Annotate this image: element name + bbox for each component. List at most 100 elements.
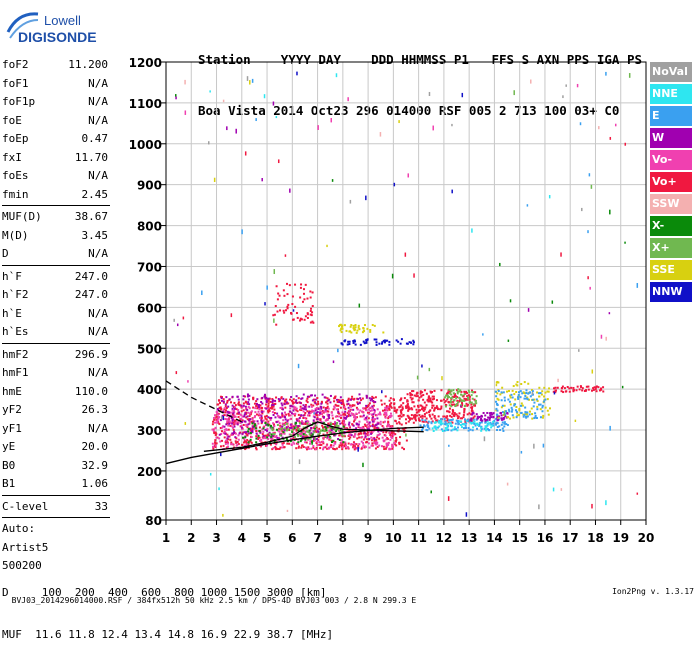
echo-point: [241, 406, 244, 409]
echo-point: [238, 403, 241, 406]
echo-point: [415, 395, 418, 398]
echo-point: [247, 411, 250, 414]
param-label: yF1: [2, 421, 22, 435]
echo-point: [533, 417, 536, 420]
echo-point: [455, 389, 458, 392]
echo-point: [344, 441, 347, 444]
echo-point: [248, 415, 251, 418]
echo-point: [289, 410, 292, 413]
echo-point: [414, 415, 417, 418]
echo-point: [433, 408, 436, 411]
echo-point: [361, 411, 364, 414]
noise-point: [213, 177, 216, 183]
noise-point: [398, 120, 400, 124]
echo-point: [296, 419, 299, 422]
echo-point: [374, 447, 377, 450]
echo-point: [407, 420, 410, 423]
echo-point: [370, 409, 373, 412]
echo-point: [214, 446, 217, 449]
echo-point: [413, 416, 416, 419]
echo-point: [240, 404, 243, 407]
noise-point: [175, 371, 178, 375]
param-label: yE: [2, 440, 16, 453]
echo-point: [245, 443, 248, 446]
param-label: fmin: [2, 187, 29, 201]
echo-point: [240, 410, 243, 413]
echo-point: [237, 411, 240, 414]
echo-point: [225, 396, 228, 399]
footer: BVJ03_2014296014000.RSF / 384fx512h 50 k…: [2, 587, 698, 614]
echo-point: [483, 418, 486, 421]
echo-point: [376, 417, 379, 420]
echo-point: [355, 412, 358, 415]
echo-point: [459, 424, 462, 427]
echo-point: [268, 417, 271, 420]
echo-point: [294, 283, 297, 286]
echo-point: [575, 389, 578, 392]
echo-point: [368, 446, 371, 449]
noise-point: [499, 262, 501, 267]
echo-point: [243, 440, 246, 443]
echo-point: [362, 414, 365, 417]
noise-point: [507, 339, 510, 342]
echo-point: [371, 423, 374, 426]
echo-point: [306, 401, 309, 404]
echo-point: [222, 398, 225, 401]
echo-point: [306, 313, 309, 316]
echo-point: [214, 431, 217, 434]
echo-point: [212, 447, 215, 450]
echo-point: [503, 421, 506, 424]
echo-point: [388, 405, 391, 408]
echo-point: [262, 435, 265, 438]
echo-point: [228, 416, 231, 419]
echo-point: [376, 421, 379, 424]
echo-point: [259, 404, 262, 407]
echo-point: [486, 411, 489, 414]
echo-point: [490, 423, 493, 426]
echo-point: [375, 438, 378, 441]
echo-point: [440, 428, 443, 431]
echo-point: [383, 409, 386, 412]
echo-point: [228, 398, 231, 401]
param-row: M(D) 3.45: [2, 227, 110, 246]
echo-point: [343, 324, 346, 327]
echo-point: [251, 418, 254, 421]
echo-point: [325, 429, 328, 432]
echo-point: [299, 296, 302, 299]
echo-point: [462, 414, 465, 417]
echo-point: [442, 398, 445, 401]
echo-point: [520, 402, 523, 405]
echo-point: [600, 388, 603, 391]
echo-point: [416, 404, 419, 407]
echo-point: [382, 339, 385, 342]
noise-point: [313, 412, 315, 415]
echo-point: [283, 411, 286, 414]
echo-point: [230, 443, 233, 446]
echo-point: [237, 402, 240, 405]
echo-point: [452, 400, 455, 403]
ionogram-chart: 1 2 3 4 5 6 7 8 9 10 11 12 13 14 15 16 17 18 19 20802003004…: [129, 56, 655, 545]
echo-point: [374, 443, 377, 446]
echo-point: [324, 408, 327, 411]
noise-point: [176, 323, 179, 327]
echo-point: [255, 441, 258, 444]
noise-point: [275, 116, 278, 119]
echo-point: [312, 446, 315, 449]
echo-point: [289, 414, 292, 417]
echo-point: [244, 436, 247, 439]
echo-point: [331, 427, 334, 430]
echo-point: [366, 423, 369, 426]
echo-point: [250, 436, 253, 439]
echo-point: [231, 408, 234, 411]
echo-point: [352, 443, 355, 446]
echo-point: [329, 401, 332, 404]
echo-point: [368, 402, 371, 405]
echo-point: [304, 404, 307, 407]
echo-point: [314, 439, 317, 442]
echo-point: [350, 405, 353, 408]
echo-point: [228, 420, 231, 423]
echo-point: [273, 431, 276, 434]
echo-point: [224, 411, 227, 414]
echo-point: [500, 417, 503, 420]
echo-point: [342, 402, 345, 405]
